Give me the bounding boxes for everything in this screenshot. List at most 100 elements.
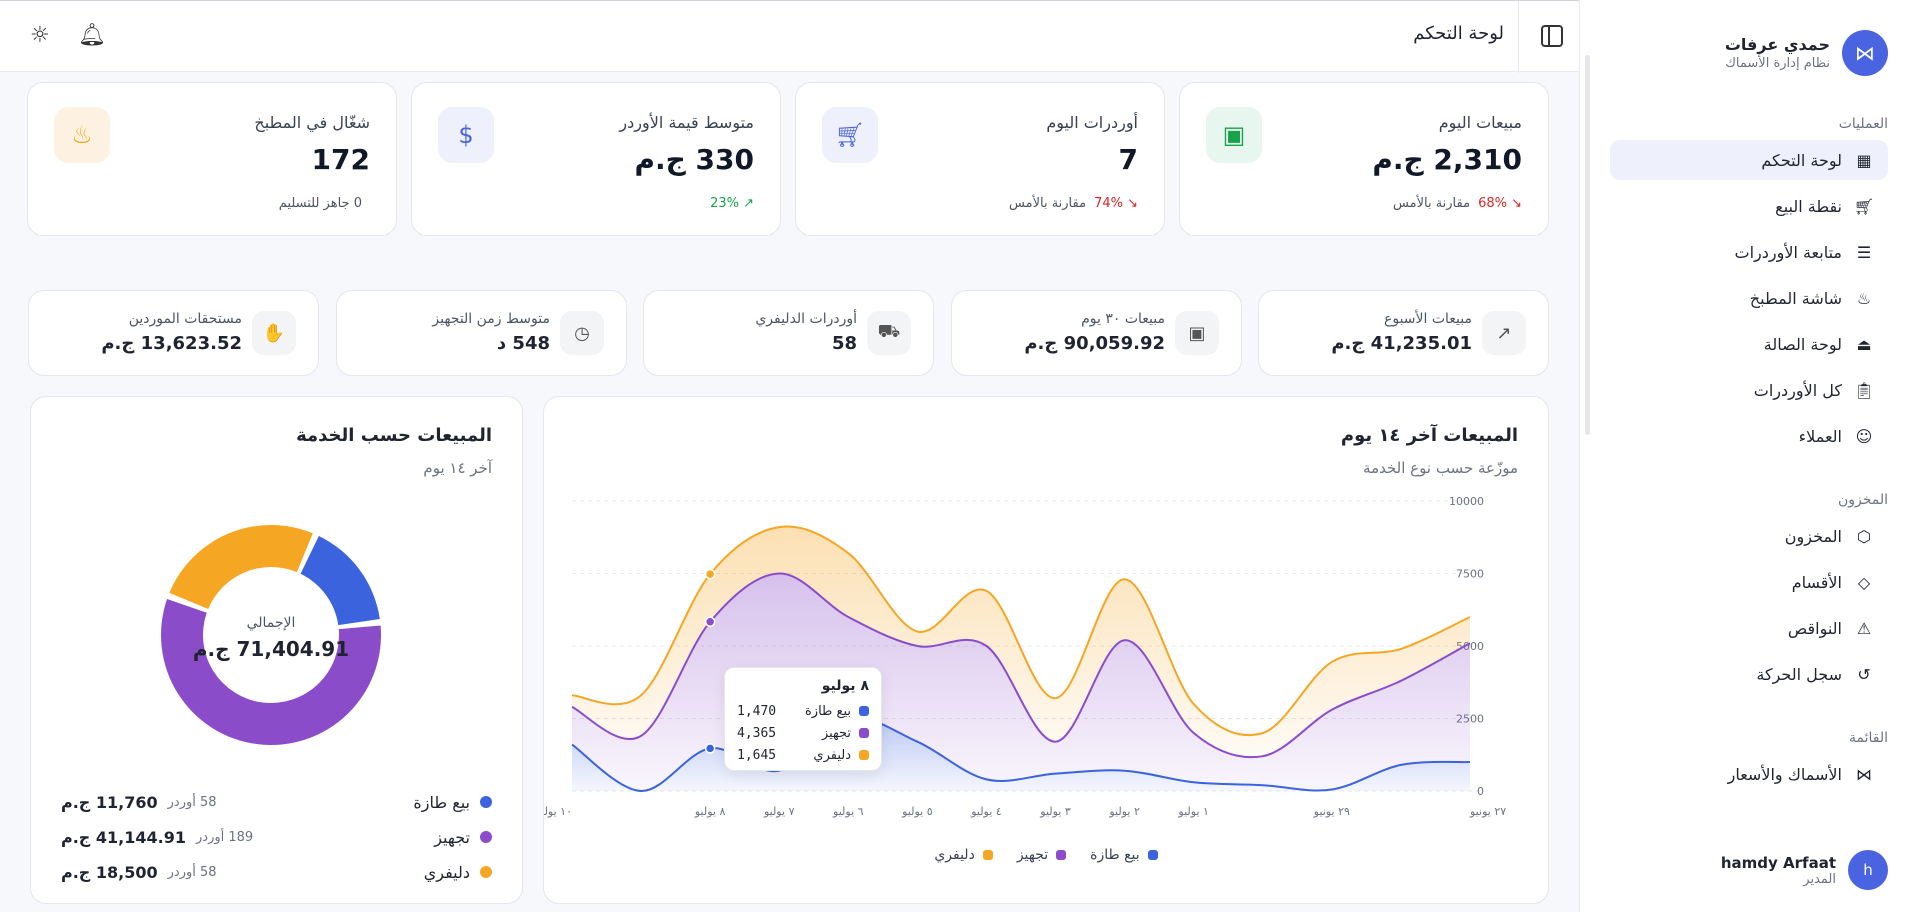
kpi-label: مستحقات الموردين <box>128 311 242 327</box>
sidebar-toggle-icon[interactable] <box>1541 25 1563 47</box>
sidebar-item[interactable]: ▦ لوحة التحكم <box>1610 140 1888 180</box>
kpi-value: 330 ج.م <box>634 143 754 176</box>
page-title: لوحة التحكم <box>1413 23 1504 44</box>
sidebar-item[interactable]: ◇ الأقسام <box>1610 562 1888 602</box>
highlight-point[interactable] <box>704 743 716 754</box>
legend-item[interactable]: بيع طازة <box>1090 847 1158 863</box>
sidebar-item-label: العملاء <box>1798 426 1842 446</box>
sidebar-item[interactable]: ♨ شاشة المطبخ <box>1610 278 1888 318</box>
kpi-value: 7 <box>1118 143 1138 176</box>
chef-hat-icon: ♨ <box>54 107 110 163</box>
user-name: hamdy Arfaat <box>1720 853 1836 872</box>
service-dot <box>480 831 492 843</box>
service-row: تجهيز 189 أوردر 41,144.91 ج.م <box>61 822 492 852</box>
sidebar-item[interactable]: 📋︎ كل الأوردرات <box>1610 370 1888 410</box>
x-tick-label: ٢٩ يونيو <box>1313 805 1350 818</box>
x-tick-label: ٧ يوليو <box>763 805 795 818</box>
history-icon: ↺ <box>1857 664 1871 684</box>
user-role: المدير <box>1803 871 1836 887</box>
donut-total-value: 71,404.91 ج.م <box>192 637 350 661</box>
x-tick-label: ٨ يوليو <box>694 805 726 818</box>
donut-slice[interactable] <box>169 525 313 609</box>
sidebar-item[interactable]: ⏏ لوحة الصالة <box>1610 324 1888 364</box>
service-chart-subtitle: آخر ١٤ يوم <box>423 459 492 477</box>
cart-icon: 🛒︎ <box>822 107 878 163</box>
highlight-point[interactable] <box>704 568 716 580</box>
tooltip-row: بيع طازة 1,470 <box>737 700 869 722</box>
series-area <box>572 717 1470 792</box>
series-line[interactable] <box>571 525 1471 737</box>
divider <box>1518 1 1519 73</box>
donut-svg <box>160 525 381 745</box>
service-orders: 58 أوردر <box>167 864 217 880</box>
fish-icon: ⋈ <box>1856 764 1872 784</box>
legend-item[interactable]: تجهيز <box>1017 847 1067 863</box>
legend-swatch <box>1147 850 1158 860</box>
sidebar-item-label: الأسماك والأسعار <box>1727 764 1842 784</box>
sidebar-item-label: سجل الحركة <box>1756 664 1842 684</box>
x-tick-label: ٣ يوليو <box>1039 805 1071 818</box>
sidebar-item-label: النواقص <box>1787 618 1842 638</box>
service-orders: 189 أوردر <box>196 829 254 845</box>
sidebar-item[interactable]: 🛒︎ نقطة البيع <box>1610 186 1888 226</box>
sidebar-item[interactable]: ⋈ الأسماك والأسعار <box>1610 754 1888 794</box>
service-amount: 18,500 ج.م <box>61 862 158 882</box>
service-name: دليفري <box>424 863 492 882</box>
kpi-card: شغّال في المطبخ 172 0 جاهز للتسليم ♨ <box>27 82 397 236</box>
user-profile[interactable]: h hamdy Arfaat المدير <box>1610 850 1888 890</box>
sidebar-item[interactable]: ⚠ النواقص <box>1610 608 1888 648</box>
service-chart-card: المبيعات حسب الخدمة آخر ١٤ يوم الإجمالي … <box>30 396 523 904</box>
sidebar-item-label: شاشة المطبخ <box>1749 288 1842 308</box>
kpi-delta-value: 74% <box>1094 196 1123 211</box>
tooltip-row-name: دليفري <box>813 747 851 763</box>
sidebar-item-label: متابعة الأوردرات <box>1734 242 1843 262</box>
highlight-point[interactable] <box>704 616 716 628</box>
service-name: تجهيز <box>434 828 492 847</box>
donut-slice[interactable] <box>300 535 380 626</box>
tooltip-row-name: تجهيز <box>821 725 851 741</box>
timer-icon: ◷ <box>560 311 604 355</box>
x-tick-label: ١٠ يوليو <box>544 805 572 818</box>
tooltip-row-value: 1,645 <box>737 747 777 763</box>
brand-subtitle: نظام إدارة الأسماك <box>1725 56 1830 71</box>
service-dot <box>480 866 492 878</box>
alert-triangle-icon: ⚠ <box>1856 618 1872 638</box>
kpi-value: 548 د <box>496 333 550 354</box>
service-amount: 11,760 ج.م <box>61 792 158 812</box>
sidebar-item[interactable]: ☺ العملاء <box>1610 416 1888 456</box>
kpi-label: أوردرات الدليفري <box>755 311 857 327</box>
sidebar-item[interactable]: ☰ متابعة الأوردرات <box>1610 232 1888 272</box>
kpi-label: مبيعات الأسبوع <box>1383 311 1472 327</box>
receipt-icon: $ <box>438 107 494 163</box>
kpi-value: 58 <box>831 333 857 354</box>
sidebar-scrollbar[interactable] <box>1585 55 1590 435</box>
donut-chart[interactable]: الإجمالي 71,404.91 ج.م <box>160 525 381 745</box>
brand: ⋈ حمدي عرفات نظام إدارة الأسماك <box>1580 0 1918 76</box>
sidebar-item-label: لوحة التحكم <box>1761 150 1842 170</box>
box-icon: ⬡ <box>1857 526 1871 546</box>
kpi-label: أوردرات اليوم <box>1046 113 1138 132</box>
legend-item[interactable]: دليفري <box>934 847 993 863</box>
kpi-label: متوسط قيمة الأوردر <box>619 113 754 132</box>
service-dot <box>480 796 492 808</box>
kpi-footer: ↘ 74% مقارنة بالأمس <box>1009 196 1138 211</box>
topbar: لوحة التحكم ☼ 🔔︎ <box>0 0 1579 73</box>
sidebar-item[interactable]: ↺ سجل الحركة <box>1610 654 1888 694</box>
service-label: دليفري <box>423 862 470 882</box>
sidebar-section-title: المخزون <box>1837 492 1888 508</box>
sidebar-item[interactable]: ⬡ المخزون <box>1610 516 1888 556</box>
kpi-foot-text: 0 جاهز للتسليم <box>278 196 362 211</box>
bell-icon[interactable]: 🔔︎ <box>78 23 106 48</box>
brand-name: حمدي عرفات <box>1724 35 1830 54</box>
sun-icon[interactable]: ☼ <box>30 23 50 48</box>
x-tick-label: ٢٧ يونيو <box>1469 805 1506 818</box>
chart-legend: بيع طازة تجهيز دليفري <box>544 847 1548 863</box>
kpi-card: متوسط قيمة الأوردر 330 ج.م ↗ 23% $ <box>411 82 781 236</box>
service-orders: 58 أوردر <box>167 794 217 810</box>
donut-slice[interactable] <box>160 599 381 745</box>
service-label: تجهيز <box>434 827 470 847</box>
legend-swatch <box>1056 850 1067 860</box>
y-tick-label: 7500 <box>1456 568 1484 581</box>
kpi-value: 172 <box>311 143 370 176</box>
